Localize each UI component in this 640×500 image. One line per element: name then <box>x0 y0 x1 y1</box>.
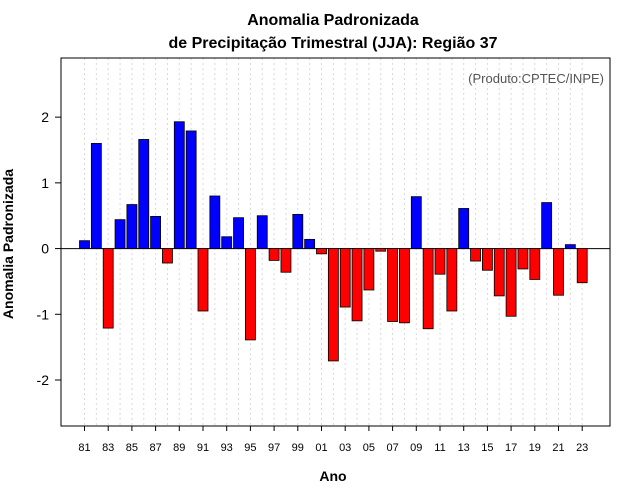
ytick-label-2: 2 <box>41 109 49 125</box>
bar-82 <box>90 143 102 249</box>
bar-07 <box>387 248 399 322</box>
bar-94 <box>233 217 244 249</box>
xtick-label-11: 11 <box>434 442 445 454</box>
credit-label: (Produto:CPTEC/INPE) <box>468 71 604 86</box>
plot-frame <box>60 57 611 427</box>
ytick-label--1: -1 <box>37 306 50 322</box>
bar-18 <box>517 248 529 270</box>
y-axis-title: Anomalia Padronizada <box>0 169 16 319</box>
bar-06 <box>375 248 387 252</box>
bar-08 <box>399 248 410 324</box>
ytick-label-0: 0 <box>41 241 49 257</box>
chart-title: Anomalia Padronizada <box>247 12 419 29</box>
xtick-label-01: 01 <box>315 442 327 454</box>
xtick-label-21: 21 <box>552 442 564 454</box>
bar-81 <box>79 240 90 249</box>
bar-13 <box>458 208 470 249</box>
xtick-label-85: 85 <box>126 442 138 454</box>
xtick-label-95: 95 <box>244 442 256 454</box>
xtick-label-23: 23 <box>576 442 588 454</box>
xtick-label-05: 05 <box>363 442 375 454</box>
bar-17 <box>505 248 517 317</box>
bar-91 <box>197 248 209 312</box>
chart-subtitle: de Precipitação Trimestral (JJA): Região… <box>168 35 497 52</box>
bar-90 <box>185 130 197 249</box>
bar-87 <box>150 215 162 249</box>
bar-89 <box>173 121 185 249</box>
bar-21 <box>553 248 564 296</box>
bar-86 <box>138 139 150 249</box>
bar-04 <box>351 248 363 322</box>
bar-22 <box>564 244 576 249</box>
xtick-label-91: 91 <box>197 442 209 454</box>
bar-23 <box>576 248 588 284</box>
xtick-label-17: 17 <box>505 442 517 454</box>
bar-97 <box>268 248 280 261</box>
bar-02 <box>327 248 339 362</box>
bar-15 <box>481 248 493 271</box>
bar-09 <box>410 196 422 249</box>
bar-05 <box>363 248 375 291</box>
bar-10 <box>422 248 434 330</box>
xtick-label-81: 81 <box>78 442 90 454</box>
bar-20 <box>541 202 553 249</box>
bar-16 <box>493 248 505 297</box>
bar-14 <box>470 248 481 262</box>
bar-96 <box>256 215 268 249</box>
bar-88 <box>162 248 173 264</box>
xtick-label-87: 87 <box>149 442 161 454</box>
xtick-label-15: 15 <box>481 442 493 454</box>
x-axis-title: Ano <box>319 468 346 484</box>
xtick-label-19: 19 <box>529 442 541 454</box>
bar-84 <box>114 219 126 249</box>
xtick-label-09: 09 <box>410 442 422 454</box>
xtick-label-13: 13 <box>458 442 470 454</box>
ytick-label--2: -2 <box>37 372 50 388</box>
bar-11 <box>434 248 446 275</box>
bar-19 <box>529 248 541 280</box>
xtick-label-83: 83 <box>102 442 114 454</box>
bar-83 <box>102 248 114 329</box>
xtick-label-89: 89 <box>173 442 185 454</box>
xtick-label-93: 93 <box>221 442 233 454</box>
bar-93 <box>221 236 233 249</box>
xtick-label-99: 99 <box>292 442 304 454</box>
xtick-label-97: 97 <box>268 442 280 454</box>
bar-03 <box>339 248 351 308</box>
bar-01 <box>316 248 327 255</box>
bar-00 <box>304 238 316 249</box>
xtick-label-03: 03 <box>339 442 351 454</box>
bar-95 <box>244 248 256 341</box>
gridlines <box>84 58 583 426</box>
bar-99 <box>292 213 304 249</box>
bar-92 <box>209 195 221 249</box>
bar-12 <box>446 248 458 312</box>
bars <box>79 121 588 362</box>
bar-98 <box>280 248 292 273</box>
xtick-label-07: 07 <box>386 442 398 454</box>
bar-85 <box>126 204 138 249</box>
ytick-label-1: 1 <box>41 175 49 191</box>
